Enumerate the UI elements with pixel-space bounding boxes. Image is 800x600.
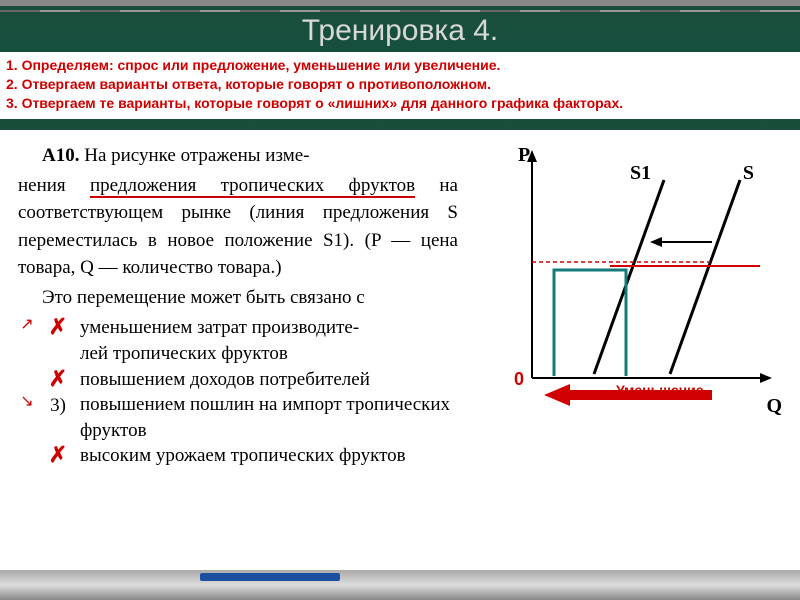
cross-out-icon: ✗ [44,315,72,339]
instructions-box: 1. Определяем: спрос или предложение, ум… [0,52,800,119]
option-3-text: повышением пошлин на импорт тропических … [80,392,458,443]
red-arrow-icon: ↗ [18,315,36,336]
instruction-line-2: 2. Отвергаем варианты ответа, которые го… [6,75,794,94]
option-4-text: высоким урожаем тропических фруктов [80,443,458,469]
instruction-line-1: 1. Определяем: спрос или предложение, ум… [6,56,794,75]
instruction-line-3: 3. Отвергаем те варианты, которые говоря… [6,94,794,113]
option-2: ✗ повышением доходов потребителей [18,367,458,393]
chalkboard-header: Тренировка 4. 1. Определяем: спрос или п… [0,0,800,130]
content-area: А10. На рисунке отражены изме- нения пре… [0,130,800,570]
problem-lead: Это перемещение может быть связано с [18,284,458,312]
problem-part2: нения [18,175,90,196]
red-arrow-icon: ↘ [18,392,36,413]
supply-chart: P Q 0 S S1 Уменьшение [508,146,778,416]
option-1-text-b: лей тропических фруктов [80,341,458,367]
problem-text: А10. На рисунке отражены изме- нения пре… [18,142,458,469]
slide-title: Тренировка 4. [0,6,800,48]
cross-out-icon: ✗ [44,443,72,467]
option-1: ↗ ✗ уменьшением затрат производите- [18,315,458,341]
axis-label-q: Q [766,395,782,418]
problem-part1: На рисунке отражены изме- [79,145,309,166]
chart-svg [508,146,778,416]
option-4: ✗ высоким урожаем тропических фруктов [18,443,458,469]
origin-label: 0 [514,369,524,390]
option-1-text-a: уменьшением затрат производите- [80,317,359,338]
problem-underlined: предложения тропических фруктов [90,175,415,198]
option-3-num: 3) [44,392,72,420]
answer-options: ↗ ✗ уменьшением затрат производите- лей … [18,315,458,469]
option-1-cont: лей тропических фруктов [18,341,458,367]
axis-label-p: P [518,144,530,167]
problem-number: А10. [42,145,79,166]
chalk-rail [0,570,800,600]
curve-label-s1: S1 [630,162,651,185]
curve-label-s: S [743,162,754,185]
decrease-label: Уменьшение [616,382,704,398]
option-3: ↘ 3) повышением пошлин на импорт тропиче… [18,392,458,443]
cross-out-icon: ✗ [44,367,72,391]
option-2-text: повышением доходов потребителей [80,367,458,393]
